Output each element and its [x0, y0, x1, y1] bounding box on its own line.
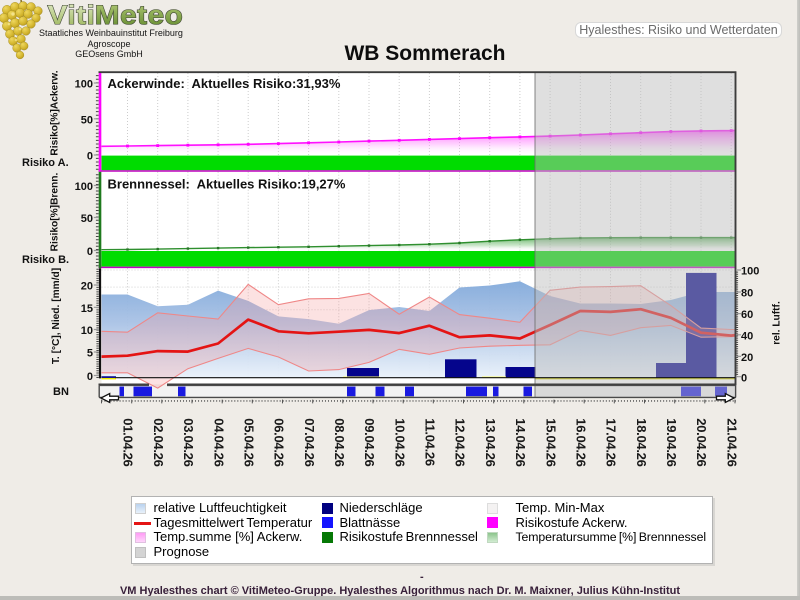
svg-text:02.04.26: 02.04.26 [151, 418, 166, 466]
svg-text:03.04.26: 03.04.26 [181, 418, 196, 466]
svg-text:09.04.26: 09.04.26 [362, 418, 377, 466]
svg-text:15: 15 [81, 303, 93, 315]
svg-text:20: 20 [741, 352, 753, 364]
svg-text:12.04.26: 12.04.26 [453, 418, 468, 466]
svg-text:06.04.26: 06.04.26 [272, 418, 287, 466]
svg-text:16.04.26: 16.04.26 [574, 418, 589, 466]
svg-text:0: 0 [87, 371, 93, 383]
svg-text:Ackerwinde: Aktuelles Risiko:: Ackerwinde: Aktuelles Risiko:31,93% [108, 76, 341, 91]
svg-text:04.04.26: 04.04.26 [211, 418, 226, 466]
svg-text:01.04.26: 01.04.26 [121, 418, 136, 466]
svg-text:0: 0 [87, 246, 93, 258]
svg-text:13.04.26: 13.04.26 [483, 418, 498, 466]
svg-text:rel. Luftf.: rel. Luftf. [772, 301, 783, 345]
svg-text:100: 100 [741, 266, 759, 278]
svg-text:Risiko B.: Risiko B. [22, 254, 69, 266]
svg-text:40: 40 [741, 330, 753, 342]
svg-text:BN: BN [53, 386, 69, 398]
svg-text:17.04.26: 17.04.26 [604, 418, 619, 466]
svg-text:Risiko A.: Risiko A. [22, 157, 69, 169]
svg-text:11.04.26: 11.04.26 [423, 418, 438, 466]
svg-text:0: 0 [741, 372, 747, 384]
svg-text:21.04.26: 21.04.26 [724, 418, 739, 466]
svg-text:50: 50 [81, 114, 93, 126]
svg-text:60: 60 [741, 309, 753, 321]
svg-text:100: 100 [75, 79, 93, 91]
svg-text:14.04.26: 14.04.26 [513, 418, 528, 466]
svg-text:19.04.26: 19.04.26 [664, 418, 679, 466]
svg-text:Meteo: Meteo [95, 0, 184, 30]
svg-text:100: 100 [75, 181, 93, 193]
svg-text:5: 5 [87, 348, 93, 360]
svg-text:Brennnessel: Aktuelles Risiko: Brennnessel: Aktuelles Risiko:19,27% [108, 176, 346, 191]
svg-text:T. [°C], Nied. [mm/d]: T. [°C], Nied. [mm/d] [51, 268, 62, 364]
svg-text:Risiko[%]Ackerw.: Risiko[%]Ackerw. [50, 70, 61, 155]
svg-text:07.04.26: 07.04.26 [302, 418, 317, 466]
svg-text:0: 0 [87, 151, 93, 163]
svg-text:20: 20 [81, 281, 93, 293]
svg-text:Viti: Viti [48, 0, 96, 30]
svg-text:10.04.26: 10.04.26 [392, 418, 407, 466]
svg-text:05.04.26: 05.04.26 [241, 418, 256, 466]
svg-text:80: 80 [741, 288, 753, 300]
svg-text:20.04.26: 20.04.26 [694, 418, 709, 466]
svg-text:18.04.26: 18.04.26 [634, 418, 649, 466]
svg-text:50: 50 [81, 213, 93, 225]
svg-text:10: 10 [81, 325, 93, 337]
svg-text:15.04.26: 15.04.26 [543, 418, 558, 466]
svg-text:Risiko[%]Brenn.: Risiko[%]Brenn. [50, 172, 61, 251]
svg-text:08.04.26: 08.04.26 [332, 418, 347, 466]
